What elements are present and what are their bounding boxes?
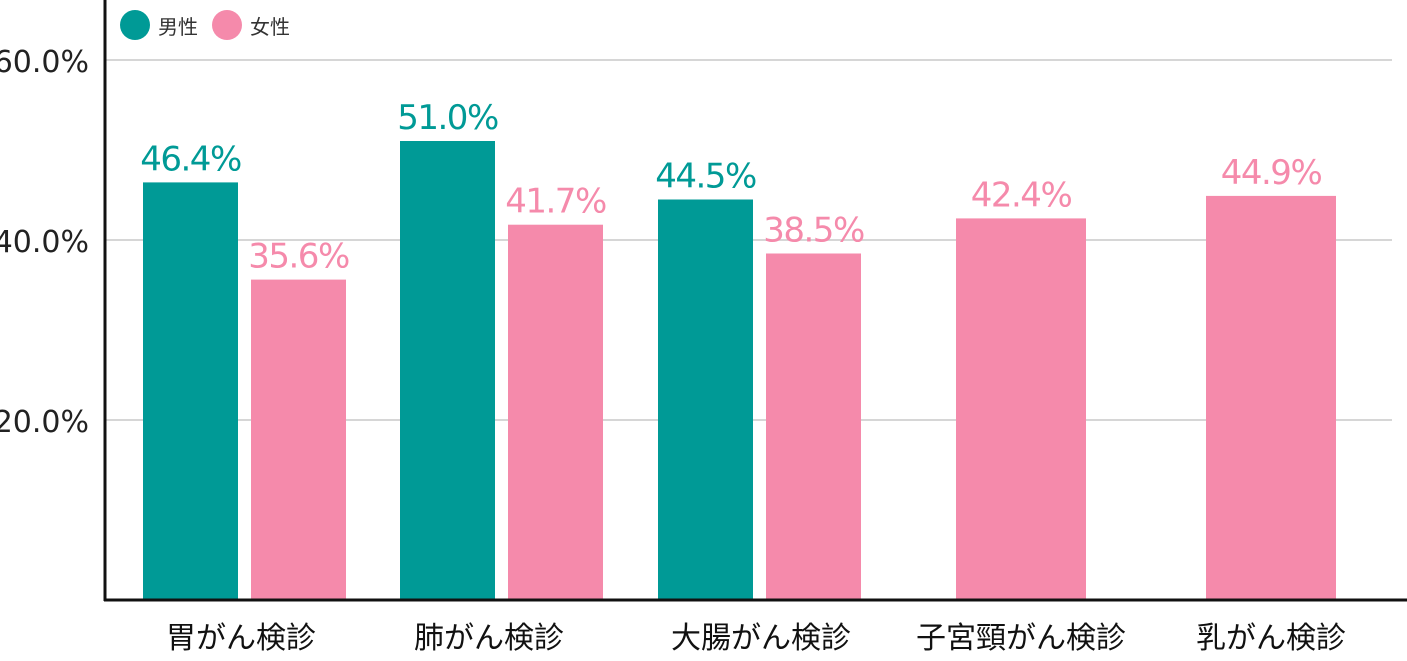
legend-item-male: 男性 — [120, 10, 198, 40]
data-label-male-0: 46.4% — [140, 139, 241, 179]
bar-female-0 — [251, 279, 346, 600]
data-label-female-0: 35.6% — [248, 237, 349, 277]
x-category-label-0: 胃がん検診 — [166, 621, 316, 656]
bar-male-1 — [400, 141, 495, 600]
legend-swatch-female — [212, 10, 242, 40]
data-label-male-1: 51.0% — [397, 98, 498, 138]
x-category-label-4: 乳がん検診 — [1196, 621, 1346, 656]
legend-label-female: 女性 — [250, 14, 290, 39]
bar-female-4 — [1206, 195, 1336, 600]
legend-label-male: 男性 — [158, 14, 198, 39]
legend-item-female: 女性 — [212, 10, 290, 40]
y-tick-label-1: 40.0% — [0, 225, 89, 260]
data-label-male-2: 44.5% — [655, 157, 756, 197]
data-label-female-4: 44.9% — [1221, 153, 1322, 193]
bar-female-2 — [766, 253, 861, 600]
x-category-label-1: 肺がん検診 — [414, 621, 564, 656]
legend: 男性 女性 — [120, 10, 290, 40]
bar-female-3 — [956, 218, 1086, 600]
x-category-label-2: 大腸がん検診 — [671, 621, 851, 656]
bar-female-1 — [508, 224, 603, 600]
data-label-female-3: 42.4% — [971, 175, 1072, 215]
legend-swatch-male — [120, 10, 150, 40]
data-label-female-1: 41.7% — [505, 182, 606, 222]
y-tick-label-0: 20.0% — [0, 405, 89, 440]
bar-male-0 — [143, 182, 238, 600]
data-label-female-2: 38.5% — [763, 211, 864, 251]
y-tick-label-2: 60.0% — [0, 45, 89, 80]
x-category-label-3: 子宮頸がん検診 — [916, 621, 1126, 656]
bar-male-2 — [658, 199, 753, 600]
